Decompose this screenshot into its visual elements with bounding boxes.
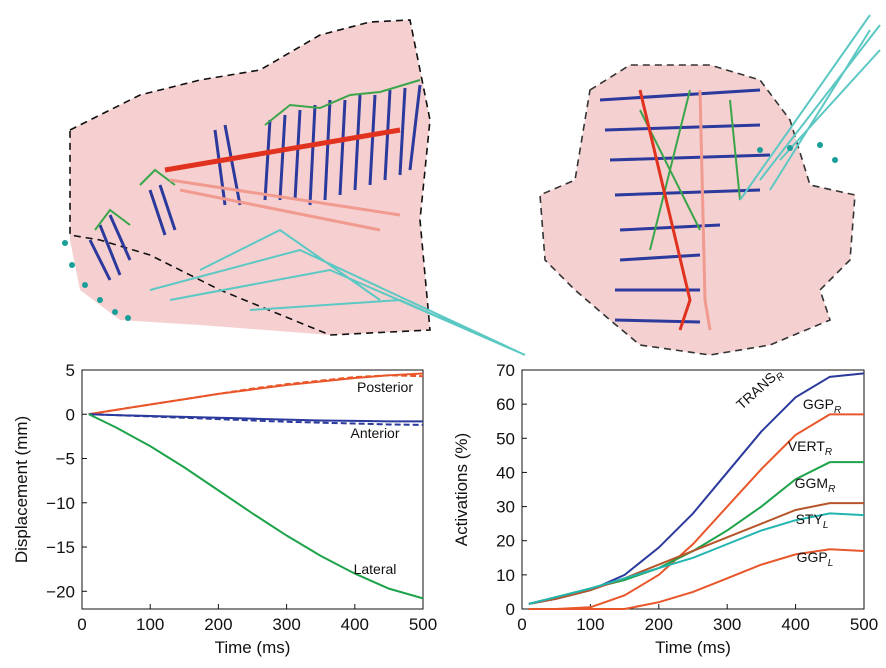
y-tick-label: 20: [496, 532, 515, 551]
x-tick-label: 500: [409, 615, 437, 634]
series-name: Lateral: [354, 561, 397, 577]
y-tick-label: 0: [66, 405, 75, 424]
series-line: [528, 502, 864, 605]
series-name: GGM: [795, 475, 828, 491]
series-label: Posterior: [357, 379, 413, 395]
series-label: STYL: [796, 511, 829, 531]
y-tick-label: 60: [496, 395, 515, 414]
x-tick-label: 200: [204, 615, 232, 634]
y-axis-label: Activations (%): [452, 433, 471, 546]
series-line: [528, 413, 864, 610]
series-name: GGP: [803, 396, 834, 412]
x-tick-label: 100: [136, 615, 164, 634]
x-tick-label: 400: [341, 615, 369, 634]
y-tick-label: −10: [46, 494, 75, 513]
series-name: TRANS: [733, 369, 779, 413]
y-tick-label: 50: [496, 429, 515, 448]
y-axis-label: Displacement (mm): [12, 416, 31, 563]
x-axis-label: Time (ms): [215, 638, 291, 657]
x-tick-label: 100: [576, 615, 604, 634]
series-name: VERT: [788, 438, 826, 454]
x-tick-label: 200: [645, 615, 673, 634]
y-tick-label: 10: [496, 566, 515, 585]
plot-frame: [521, 369, 865, 610]
y-tick-label: 40: [496, 463, 515, 482]
dashed-line: [88, 413, 424, 426]
series-label: VERTR: [788, 438, 832, 458]
series-name: STY: [796, 511, 824, 527]
y-tick-label: −5: [56, 450, 75, 469]
series-subscript: R: [825, 447, 832, 458]
y-tick-label: 70: [496, 361, 515, 380]
series-label: TRANSR: [733, 364, 787, 415]
x-axis-label: Time (ms): [655, 638, 731, 657]
series-subscript: L: [823, 520, 829, 531]
series-line: [528, 548, 865, 610]
series-line: [88, 413, 424, 600]
x-tick-label: 400: [781, 615, 809, 634]
y-tick-label: 0: [506, 600, 515, 619]
x-tick-label: 300: [713, 615, 741, 634]
series-name: Anterior: [350, 425, 399, 441]
tongue-front-view: [539, 14, 881, 356]
series-label: Anterior: [350, 425, 399, 441]
series-subscript: L: [828, 558, 834, 569]
series-line: [528, 512, 865, 605]
x-tick-label: 500: [850, 615, 878, 634]
tongue-side-view: [62, 19, 526, 356]
y-tick-label: 5: [66, 361, 75, 380]
x-tick-label: 0: [77, 615, 86, 634]
series-subscript: R: [828, 484, 835, 495]
x-tick-label: 0: [517, 615, 526, 634]
y-tick-label: −20: [46, 582, 75, 601]
y-tick-label: 30: [496, 498, 515, 517]
series-label: Lateral: [354, 561, 397, 577]
y-tick-label: −15: [46, 538, 75, 557]
series-name: Posterior: [357, 379, 413, 395]
series-label: GGPR: [803, 396, 841, 416]
x-tick-label: 300: [272, 615, 300, 634]
series-label: GGPL: [797, 549, 834, 569]
series-label: GGMR: [795, 475, 836, 495]
series-name: GGP: [797, 549, 828, 565]
dashed-line: [88, 374, 424, 416]
plot-frame: [81, 369, 424, 610]
series-subscript: R: [834, 405, 841, 416]
